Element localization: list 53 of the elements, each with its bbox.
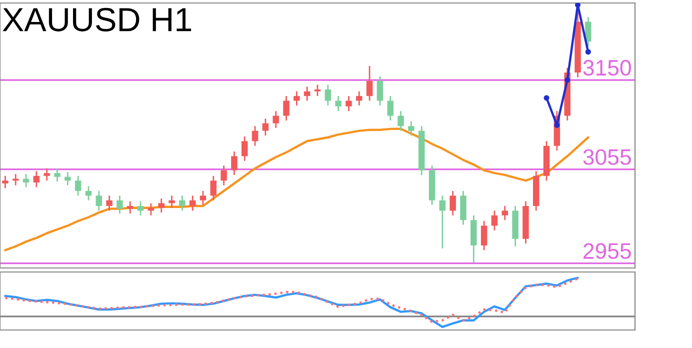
candlestick: [168, 194, 175, 209]
candlestick: [366, 65, 373, 102]
candlestick: [439, 194, 446, 249]
candlestick: [314, 84, 321, 97]
candlestick: [22, 173, 30, 188]
ref-line-label: 3150: [583, 60, 631, 76]
ref-line-label: 2955: [584, 243, 631, 259]
candlestick: [502, 205, 508, 221]
candlestick: [12, 173, 19, 186]
candlestick: [210, 175, 217, 202]
candlestick: [64, 171, 71, 186]
candlestick: [200, 190, 206, 206]
candlestick: [376, 76, 384, 106]
candlestick: [294, 90, 300, 106]
candlestick: [179, 194, 186, 212]
candlestick: [491, 210, 498, 232]
candlestick: [127, 200, 134, 214]
candlestick: [74, 175, 82, 196]
candlestick: [262, 118, 269, 136]
point: [544, 95, 550, 101]
candlestick: [398, 110, 404, 132]
candlestick: [324, 84, 332, 106]
candlestick: [96, 190, 102, 212]
candlestick: [272, 110, 279, 129]
candlestick: [158, 198, 164, 214]
candlestick: [220, 164, 227, 186]
candlestick: [304, 86, 310, 102]
candlestick: [54, 168, 60, 182]
candlestick: [450, 190, 456, 216]
candlestick: [480, 220, 488, 251]
candlestick: [585, 16, 592, 47]
point: [564, 77, 570, 83]
candlestick: [137, 200, 144, 216]
candlestick: [33, 170, 40, 188]
point: [585, 49, 591, 55]
candlestick: [2, 175, 8, 189]
chart-title: XAUUSD H1: [2, 8, 192, 32]
candlestick: [387, 95, 394, 122]
candlestick: [189, 194, 196, 212]
candlestick: [44, 168, 50, 182]
candlestick: [356, 90, 362, 106]
candlestick: [242, 136, 248, 162]
candlestick: [335, 95, 342, 112]
candlestick: [231, 150, 238, 176]
candlestick: [106, 194, 112, 212]
candlestick: [116, 194, 123, 214]
point: [574, 3, 581, 8]
candlestick: [85, 186, 92, 202]
candlestick: [252, 125, 258, 147]
ref-line-label: 3055: [583, 149, 631, 165]
candlestick: [408, 120, 414, 136]
candlestick: [346, 95, 352, 112]
candlestick: [283, 95, 290, 122]
